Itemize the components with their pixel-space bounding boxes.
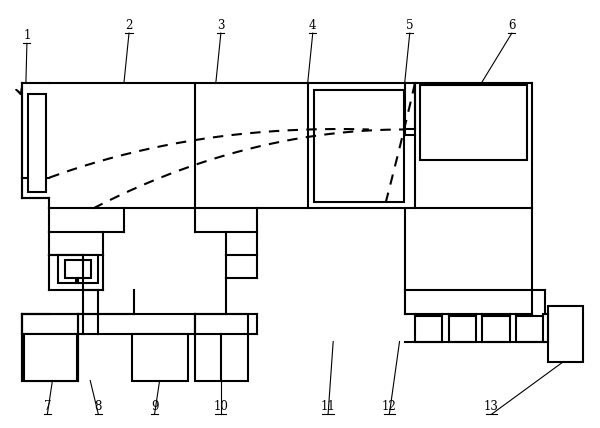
Text: 3: 3 xyxy=(217,19,224,32)
Text: 5: 5 xyxy=(406,19,413,32)
Bar xyxy=(482,316,510,342)
Text: 12: 12 xyxy=(382,400,397,413)
Bar xyxy=(28,94,46,192)
Text: 7: 7 xyxy=(44,400,51,413)
Text: 6: 6 xyxy=(508,19,515,32)
Bar xyxy=(314,89,404,202)
Bar xyxy=(22,314,78,380)
Text: 10: 10 xyxy=(214,400,229,413)
Bar xyxy=(415,316,442,342)
Text: 9: 9 xyxy=(151,400,158,413)
Bar xyxy=(196,314,248,380)
Text: 2: 2 xyxy=(125,19,133,32)
Bar xyxy=(516,316,544,342)
Text: 1: 1 xyxy=(23,30,31,42)
Bar xyxy=(58,256,98,283)
Text: 13: 13 xyxy=(484,400,499,413)
Bar xyxy=(24,334,77,380)
Text: 8: 8 xyxy=(95,400,102,413)
Text: 11: 11 xyxy=(320,400,335,413)
Bar xyxy=(449,316,476,342)
Bar xyxy=(132,334,188,380)
Bar xyxy=(420,86,527,160)
Bar xyxy=(65,260,91,278)
Bar xyxy=(548,306,583,362)
Text: 4: 4 xyxy=(309,19,317,32)
